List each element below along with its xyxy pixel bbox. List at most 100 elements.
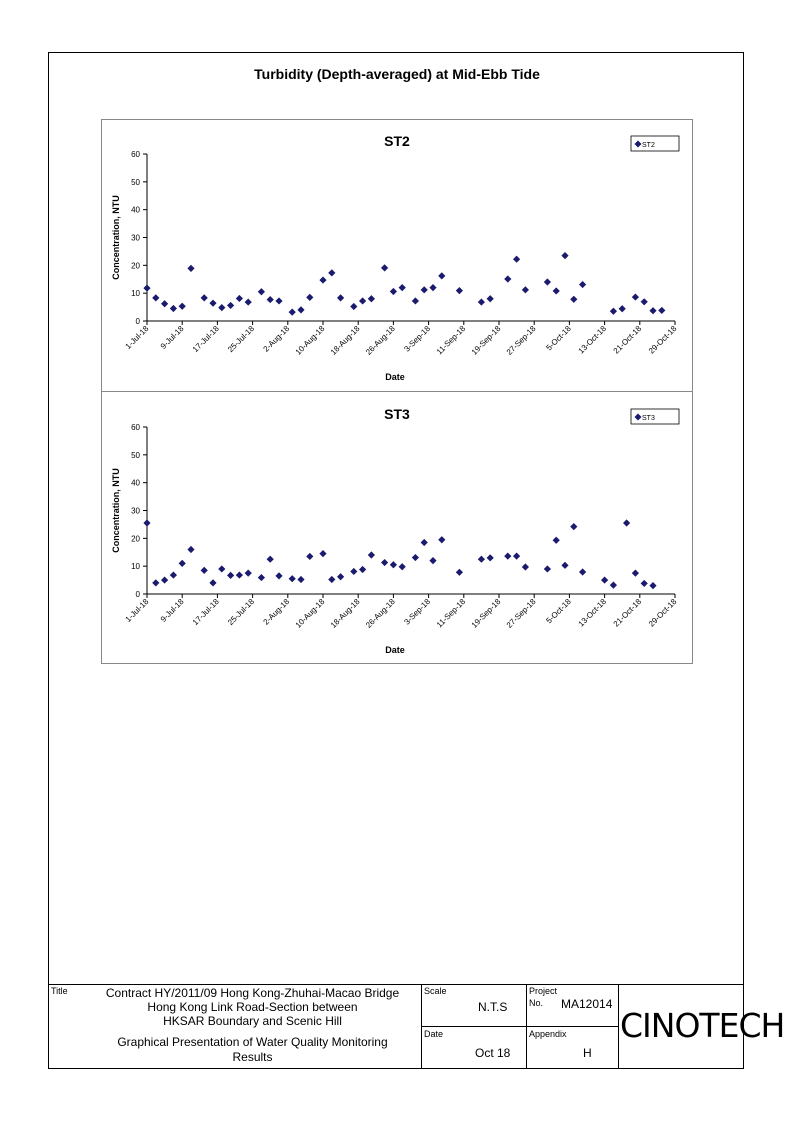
scale-label: Scale (424, 986, 447, 996)
data-point (350, 302, 358, 311)
x-tick-label: 25-Jul-18 (226, 597, 256, 627)
data-point (504, 275, 512, 283)
data-point (543, 278, 551, 286)
chart-st2: ST2 0 10 20 30 40 50 60 1-Jul-18 9-Jul-18 17-Jul-1… (111, 133, 680, 382)
data-point (640, 579, 648, 588)
data-point (552, 536, 560, 544)
data-point (350, 567, 358, 576)
chart-divider (101, 391, 693, 392)
x-tick-label: 13-Oct-18 (576, 324, 608, 356)
data-point (227, 571, 235, 579)
chart-legend: ST3 (630, 408, 680, 425)
data-point (477, 298, 485, 306)
data-point (161, 300, 169, 308)
x-tick-label: 5-Oct-18 (544, 597, 573, 626)
y-tick-label: 30 (131, 234, 140, 243)
data-point (381, 264, 389, 272)
x-tick-label: 21-Oct-18 (612, 597, 644, 629)
y-axis-label: Concentration, NTU (111, 195, 121, 280)
contract-line-2: Hong Kong Link Road-Section between (147, 1000, 358, 1014)
data-point (218, 565, 226, 573)
x-tick-label: 9-Jul-18 (159, 324, 186, 351)
x-tick-label: 18-Aug-18 (329, 324, 362, 357)
data-point (319, 550, 327, 558)
data-point (178, 302, 186, 310)
data-point (631, 293, 639, 301)
data-point (244, 569, 252, 577)
x-tick-label: 1-Jul-18 (124, 597, 151, 624)
data-point (486, 295, 494, 303)
contract-line-3: HKSAR Boundary and Scenic Hill (163, 1014, 342, 1028)
data-point (200, 566, 208, 574)
page-title: Turbidity (Depth-averaged) at Mid-Ebb Ti… (254, 66, 540, 82)
data-point (169, 571, 177, 579)
description-line-1: Graphical Presentation of Water Quality … (117, 1035, 388, 1049)
data-point (438, 272, 446, 280)
date-value: Oct 18 (475, 1046, 511, 1060)
appendix-label: Appendix (529, 1029, 567, 1039)
x-tick-label: 3-Sep-18 (402, 597, 432, 627)
scale-value: N.T.S (478, 1000, 508, 1014)
x-tick-label: 29-Oct-18 (647, 324, 679, 356)
data-point (169, 304, 177, 313)
y-tick-label: 60 (131, 150, 140, 159)
data-point (640, 298, 648, 306)
data-point (601, 576, 609, 584)
appendix-cell (526, 1026, 619, 1069)
legend-label: ST3 (642, 415, 655, 422)
x-tick-label: 29-Oct-18 (647, 597, 679, 629)
data-point (328, 269, 336, 277)
data-point (570, 295, 578, 303)
data-point (178, 559, 186, 567)
data-point (389, 287, 397, 296)
data-point (266, 295, 274, 304)
y-axis-label: Concentration, NTU (111, 468, 121, 553)
data-point (570, 523, 578, 531)
y-tick-label: 50 (131, 178, 140, 187)
x-tick-label: 10-Aug-18 (294, 597, 327, 630)
data-point (227, 301, 235, 310)
x-tick-label: 26-Aug-18 (364, 597, 397, 630)
title-label: Title (51, 986, 68, 996)
data-point (359, 297, 367, 305)
x-tick-label: 2-Aug-18 (262, 597, 292, 627)
data-point (152, 294, 160, 302)
data-point (420, 286, 428, 294)
appendix-value: H (583, 1046, 592, 1060)
x-tick-label: 3-Sep-18 (402, 324, 432, 354)
x-tick-label: 26-Aug-18 (364, 324, 397, 357)
x-tick-label: 10-Aug-18 (294, 324, 327, 357)
x-tick-label: 25-Jul-18 (226, 324, 256, 354)
data-point (389, 561, 397, 569)
x-tick-label: 17-Jul-18 (191, 324, 221, 354)
data-point (552, 287, 560, 295)
legend-marker (634, 140, 642, 148)
x-tick-label: 9-Jul-18 (159, 597, 186, 624)
data-point (337, 573, 345, 581)
data-point (455, 568, 463, 576)
data-point (649, 307, 657, 315)
data-point (306, 552, 314, 561)
data-point (438, 536, 446, 544)
data-point (623, 519, 631, 527)
x-tick-label: 11-Sep-18 (435, 597, 468, 630)
chart-st3: ST3 0 10 20 30 40 50 60 1-Jul-18 9-Jul-18 17-Jul-1… (111, 406, 680, 655)
project-no-label: No. (529, 998, 544, 1008)
data-point (244, 298, 252, 306)
chart-title: ST3 (384, 406, 410, 422)
x-tick-label: 21-Oct-18 (612, 324, 644, 356)
data-point (235, 294, 243, 303)
data-point (359, 565, 367, 574)
y-tick-label: 10 (131, 289, 140, 298)
project-label: Project (529, 986, 558, 996)
data-point (429, 557, 437, 565)
data-point (649, 582, 657, 590)
data-point (367, 551, 375, 559)
y-tick-label: 30 (131, 507, 140, 516)
description-line-2: Results (232, 1050, 273, 1064)
y-tick-label: 60 (131, 423, 140, 432)
data-point (297, 575, 305, 584)
contract-line-1: Contract HY/2011/09 Hong Kong-Zhuhai-Mac… (105, 986, 400, 1000)
y-tick-label: 20 (131, 534, 140, 543)
data-point (381, 558, 389, 567)
